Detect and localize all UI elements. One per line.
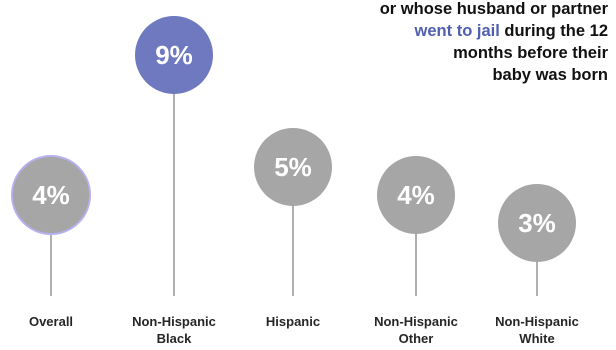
category-label-4: Non-Hispanic White [495,314,579,346]
annotation-line-4: baby was born [492,66,608,84]
category-label-line: Black [157,331,192,346]
category-label-line: Non-Hispanic [374,314,458,329]
bubble-3 [377,156,455,234]
category-label-3: Non-Hispanic Other [374,314,458,346]
annotation-line-2: went to jail during the 12 [248,20,608,42]
category-label-1: Non-Hispanic Black [132,314,216,346]
value-label-3: 4% [397,180,435,210]
bubble-2 [254,128,332,206]
category-label-line: Hispanic [266,314,320,329]
annotation-line-2-rest: during the 12 [499,22,608,40]
bubble-4 [498,184,576,262]
bubbles [11,16,576,262]
category-labels: Overall Non-Hispanic Black Hispanic Non-Hisp… [29,314,579,346]
chart-annotation: or whose husband or partner went to jail… [248,0,608,86]
category-label-line: White [519,331,554,346]
category-label-line: Non-Hispanic [132,314,216,329]
value-label-4: 3% [518,208,556,238]
value-label-2: 5% [274,152,312,182]
value-label-0: 4% [32,180,70,210]
category-label-line: Overall [29,314,73,329]
category-label-0: Overall [29,314,73,329]
value-labels: 4% 9% 5% 4% 3% [32,40,556,238]
bubble-0 [11,155,91,235]
value-label-1: 9% [155,40,193,70]
annotation-highlight: went to jail [414,22,500,40]
bubble-1 [135,16,213,94]
category-label-line: Other [399,331,434,346]
category-label-line: Non-Hispanic [495,314,579,329]
annotation-line-1: or whose husband or partner [379,0,608,18]
category-label-2: Hispanic [266,314,320,329]
annotation-line-3: months before their [453,44,608,62]
